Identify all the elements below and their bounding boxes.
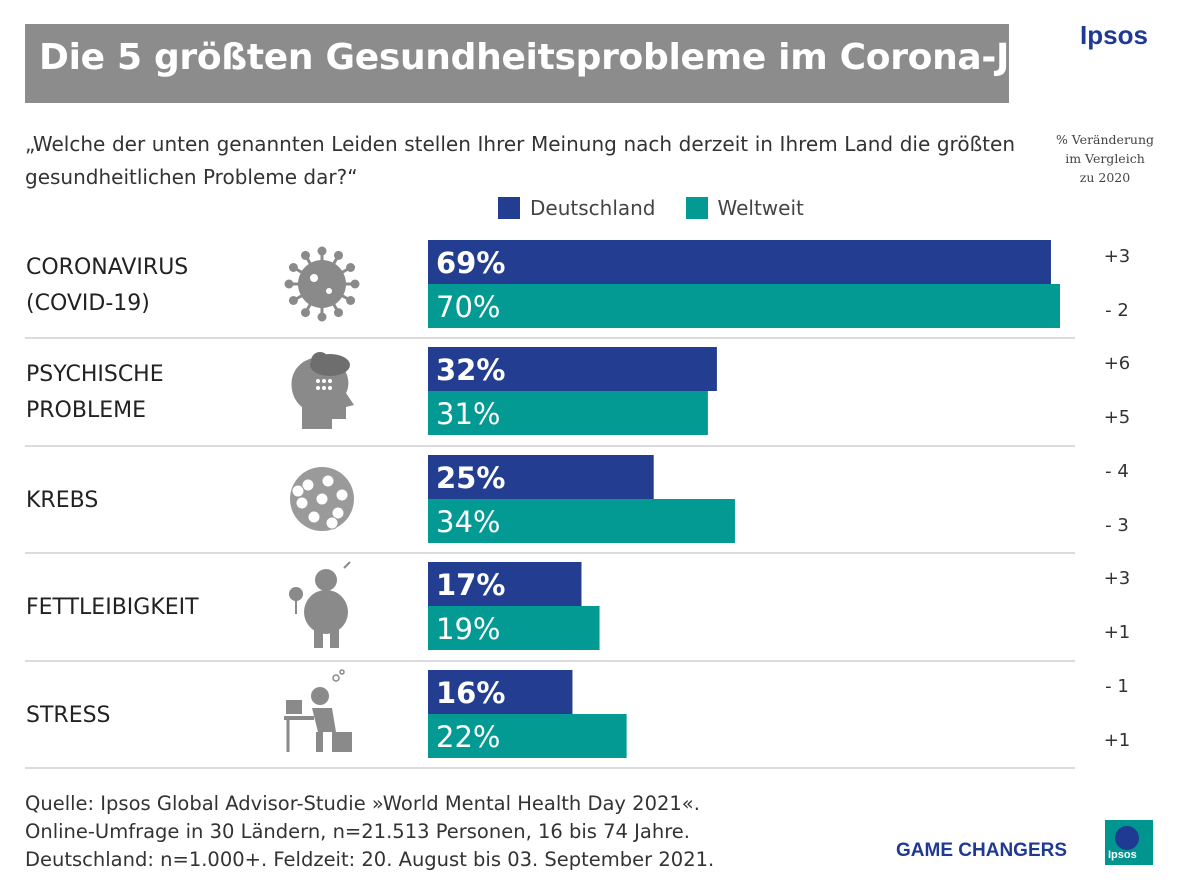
legend-swatch: [685, 197, 708, 219]
person-desk-icon: [284, 669, 352, 752]
bar-weltweit: [428, 499, 735, 543]
source-line: Deutschland: n=1.000+. Feldzeit: 20. Aug…: [25, 848, 715, 871]
title-bar: Die 5 größten Gesundheitsprobleme im Cor…: [25, 24, 1076, 103]
logo-mark: [1115, 826, 1139, 850]
data-label: 69%: [436, 246, 505, 280]
legend-label: Deutschland: [530, 196, 656, 220]
data-label: 19%: [436, 612, 500, 646]
category-label: CORONAVIRUS: [26, 255, 188, 280]
change-value: - 1: [1105, 676, 1129, 697]
cancer-cell-icon: [290, 467, 354, 531]
bar-weltweit: [428, 714, 627, 758]
person-icon: [289, 561, 351, 648]
data-label: 16%: [436, 676, 505, 710]
virus-icon: [284, 246, 360, 322]
category-label: PSYCHISCHE: [26, 362, 164, 387]
category-label: PROBLEME: [26, 398, 146, 423]
data-label: 31%: [436, 397, 500, 431]
bar-deutschland: [428, 347, 717, 391]
category-label: STRESS: [26, 703, 111, 728]
source-note: Quelle: Ipsos Global Advisor-Studie »Wor…: [25, 790, 714, 874]
bar-deutschland: [428, 670, 573, 714]
head-cloud-icon: [291, 352, 354, 429]
data-label: 34%: [436, 505, 500, 539]
change-value: +1: [1104, 622, 1131, 643]
bar-weltweit: [428, 391, 708, 435]
legend-item-weltweit: Weltweit: [685, 196, 804, 220]
source-line: Quelle: Ipsos Global Advisor-Studie »Wor…: [25, 792, 700, 815]
change-header-line: % Veränderung: [1055, 132, 1155, 147]
bar-deutschland: [428, 562, 582, 606]
change-value: +6: [1104, 353, 1131, 374]
legend-swatch: [498, 197, 520, 219]
change-value: +5: [1104, 407, 1131, 428]
bar-weltweit: [428, 606, 600, 650]
category-label: FETTLEIBIGKEIT: [26, 595, 199, 620]
category-label: KREBS: [26, 488, 98, 513]
change-value: - 3: [1105, 515, 1129, 536]
data-label: 17%: [436, 568, 505, 602]
source-line: Online-Umfrage in 30 Ländern, n=21.513 P…: [25, 820, 690, 843]
data-label: 22%: [436, 720, 500, 754]
change-value: +3: [1104, 568, 1131, 589]
page-title: Die 5 größten Gesundheitsprobleme im Cor…: [39, 37, 1076, 78]
change-value: +3: [1104, 246, 1131, 267]
change-value: - 4: [1105, 461, 1129, 482]
legend-label: Weltweit: [717, 196, 804, 220]
survey-question: „Welche der unten genannten Leiden stell…: [25, 132, 1015, 189]
category-label: (COVID-19): [26, 291, 150, 316]
bar-deutschland: [428, 455, 654, 499]
change-header-line: im Vergleich: [1065, 151, 1145, 166]
change-header: % Veränderung im Vergleich zu 2020: [1048, 130, 1162, 187]
bar-deutschland: [428, 240, 1051, 284]
legend: Deutschland Weltweit: [498, 196, 834, 220]
logo-text: Ipsos: [1108, 849, 1137, 861]
data-label: 70%: [436, 290, 500, 324]
change-value: - 2: [1105, 300, 1129, 321]
data-label: 25%: [436, 461, 505, 495]
change-header-line: zu 2020: [1079, 170, 1131, 185]
legend-item-deutschland: Deutschland: [498, 196, 656, 220]
tagline: GAME CHANGERS: [896, 840, 1068, 861]
ipsos-logo: Ipsos: [1105, 820, 1153, 865]
brand-logo: Ipsos: [1080, 20, 1148, 50]
data-label: 32%: [436, 353, 505, 387]
bar-weltweit: [428, 284, 1060, 328]
change-value: +1: [1104, 730, 1131, 751]
